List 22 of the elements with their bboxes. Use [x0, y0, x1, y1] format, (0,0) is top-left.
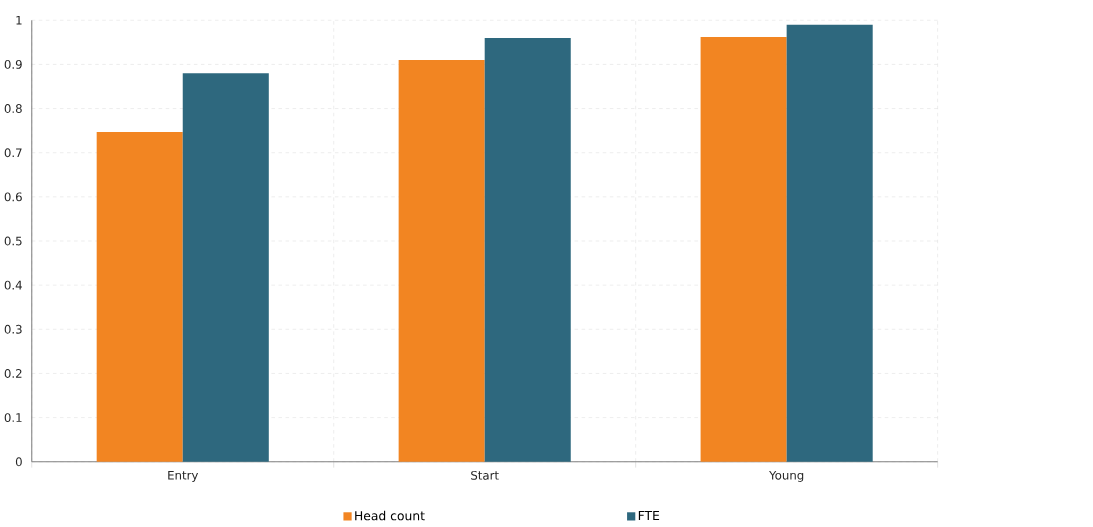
- x-tick-label: Start: [471, 471, 499, 480]
- bar: [786, 24, 873, 462]
- bar: [182, 73, 269, 462]
- y-tick-label: 0.7: [4, 148, 22, 158]
- y-tick-label: 0.5: [4, 236, 22, 246]
- y-tick-label: 0.6: [4, 192, 22, 202]
- y-tick-label: 0.9: [4, 60, 22, 70]
- x-tick-label: Young: [769, 471, 804, 483]
- legend-label: Head count: [355, 511, 425, 521]
- bar: [96, 132, 183, 462]
- y-tick-label: 0.2: [4, 369, 22, 379]
- y-tick-label: 0.3: [4, 325, 22, 334]
- legend-label: FTE: [638, 511, 660, 521]
- y-tick-label: 0.4: [4, 280, 22, 290]
- y-tick-label: 0.1: [4, 413, 22, 423]
- y-tick-label: 0.8: [4, 104, 22, 114]
- y-tick-label: 1: [16, 16, 22, 25]
- y-tick-label: 0: [15, 457, 22, 467]
- bar: [700, 37, 787, 462]
- bar: [398, 60, 485, 462]
- bar: [484, 38, 571, 462]
- x-tick-label: Entry: [168, 471, 199, 483]
